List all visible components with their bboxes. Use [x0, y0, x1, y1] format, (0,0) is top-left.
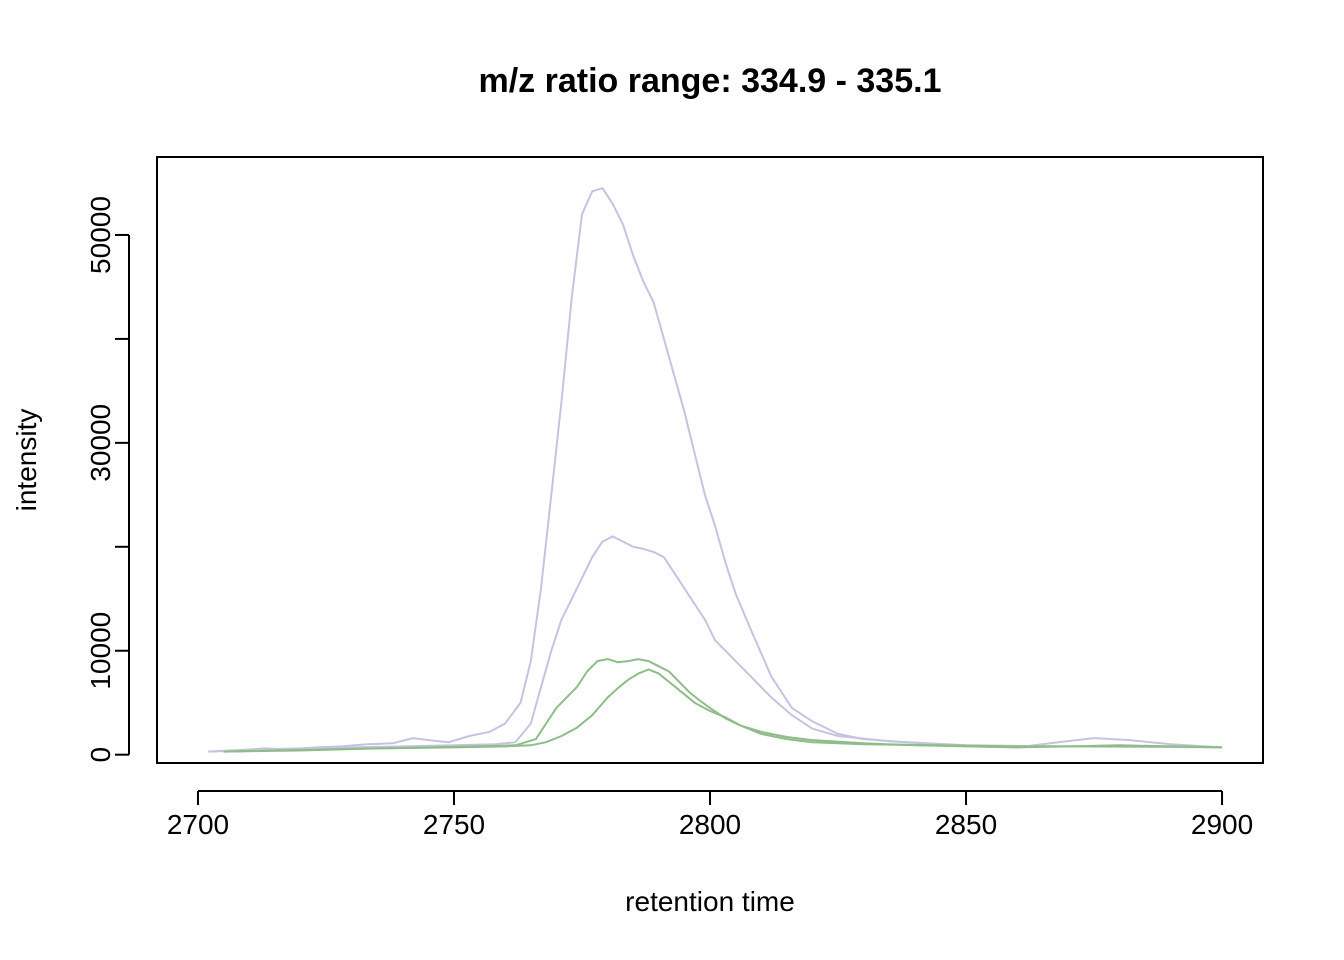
y-axis-label: intensity — [11, 409, 42, 512]
series-line-sample-4 — [223, 668, 1223, 753]
y-axis: 0 10000 30000 50000 — [85, 196, 130, 763]
y-tick-label-0: 0 — [85, 747, 116, 763]
series-line-sample-2 — [208, 535, 1223, 753]
x-tick-label-2700: 2700 — [167, 809, 229, 840]
y-tick-label-50000: 50000 — [85, 196, 116, 274]
series-layer — [208, 187, 1223, 753]
x-tick-label-2750: 2750 — [423, 809, 485, 840]
x-tick-label-2800: 2800 — [679, 809, 741, 840]
x-axis: 2700 2750 2800 2850 2900 — [167, 790, 1253, 840]
y-tick-label-10000: 10000 — [85, 612, 116, 690]
chart-title: m/z ratio range: 334.9 - 335.1 — [479, 62, 942, 100]
x-axis-label: retention time — [625, 886, 795, 917]
x-tick-label-2900: 2900 — [1191, 809, 1253, 840]
x-tick-label-2850: 2850 — [935, 809, 997, 840]
y-tick-label-30000: 30000 — [85, 404, 116, 482]
plot-frame — [156, 156, 1264, 764]
